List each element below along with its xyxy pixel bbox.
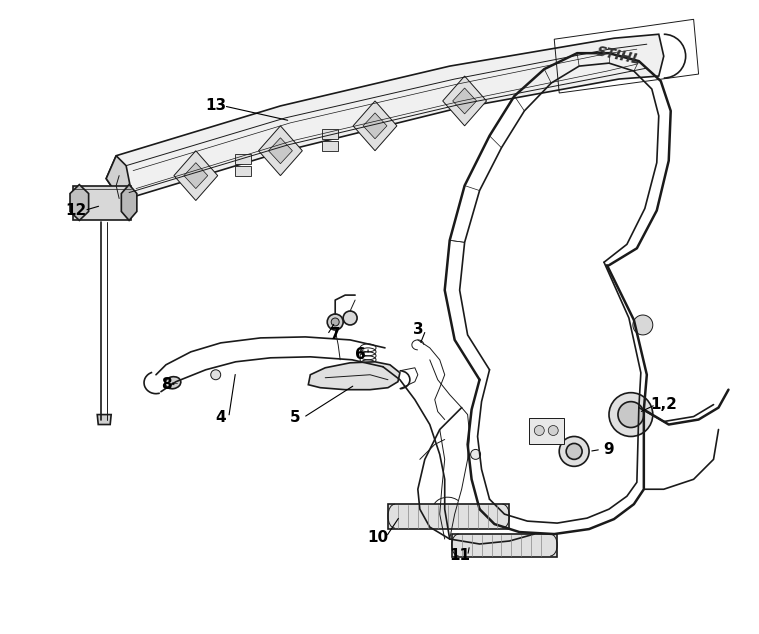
Polygon shape — [97, 415, 111, 425]
Text: 5: 5 — [290, 410, 301, 425]
Text: 11: 11 — [449, 548, 470, 564]
Polygon shape — [184, 163, 208, 188]
Ellipse shape — [559, 436, 589, 467]
Polygon shape — [353, 101, 397, 151]
Polygon shape — [259, 126, 302, 176]
Bar — [235, 165, 250, 176]
Text: 4: 4 — [216, 410, 226, 425]
Text: 9: 9 — [603, 442, 614, 457]
Text: STIHL: STIHL — [595, 44, 642, 68]
Ellipse shape — [211, 370, 221, 380]
Bar — [235, 153, 250, 164]
Polygon shape — [363, 113, 387, 139]
Polygon shape — [452, 534, 557, 557]
Text: 3: 3 — [413, 323, 424, 337]
Ellipse shape — [165, 377, 181, 389]
Ellipse shape — [548, 425, 558, 436]
Ellipse shape — [343, 311, 357, 325]
Ellipse shape — [331, 318, 339, 326]
Ellipse shape — [609, 392, 653, 436]
Polygon shape — [106, 156, 131, 200]
Bar — [323, 129, 339, 139]
Bar — [323, 141, 339, 151]
Text: 6: 6 — [354, 347, 366, 363]
Polygon shape — [442, 76, 487, 126]
Polygon shape — [269, 138, 292, 164]
Text: 8: 8 — [161, 377, 172, 392]
Ellipse shape — [633, 315, 653, 335]
Ellipse shape — [618, 401, 644, 427]
Polygon shape — [174, 151, 218, 200]
Polygon shape — [121, 184, 137, 221]
Polygon shape — [308, 362, 400, 390]
Ellipse shape — [566, 443, 582, 460]
Text: 12: 12 — [66, 203, 87, 218]
Polygon shape — [452, 88, 477, 114]
Polygon shape — [388, 504, 509, 529]
Polygon shape — [106, 34, 664, 200]
Text: 1,2: 1,2 — [650, 397, 677, 412]
Text: 10: 10 — [367, 529, 389, 545]
Text: 13: 13 — [205, 98, 226, 113]
Polygon shape — [70, 184, 89, 221]
Ellipse shape — [534, 425, 544, 436]
Text: 7: 7 — [330, 327, 341, 342]
Polygon shape — [74, 186, 131, 221]
Ellipse shape — [327, 314, 343, 330]
Polygon shape — [529, 418, 564, 444]
Ellipse shape — [471, 450, 480, 460]
